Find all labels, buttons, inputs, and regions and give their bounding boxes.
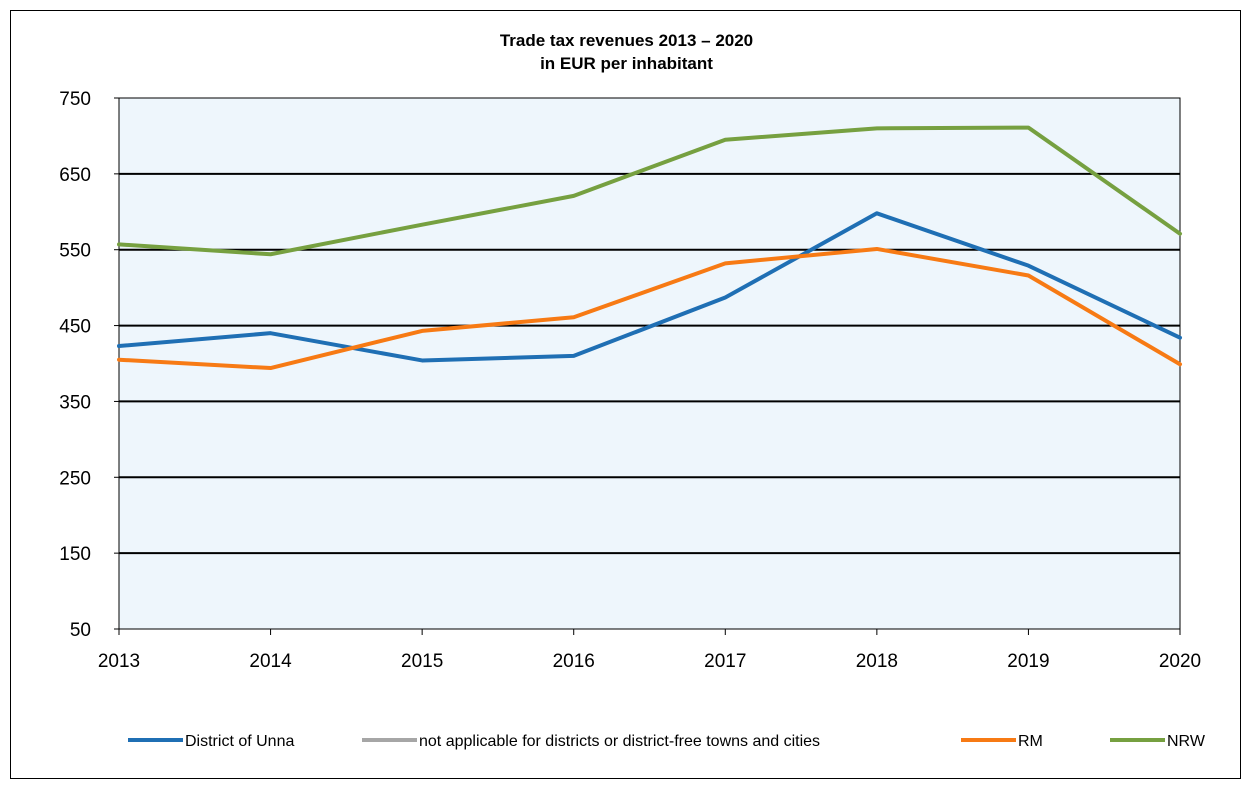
x-tick-label-2018: 2018 xyxy=(856,651,898,672)
y-tick-label-50: 50 xyxy=(70,620,91,641)
series-lines xyxy=(117,125,1182,371)
legend-label-2: RM xyxy=(1018,733,1043,750)
y-tick-label-250: 250 xyxy=(59,468,91,489)
legend-label-3: NRW xyxy=(1167,733,1206,750)
y-tick-label-550: 550 xyxy=(59,241,91,262)
x-tick-label-2017: 2017 xyxy=(704,651,746,672)
legend-label-0: District of Unna xyxy=(185,733,294,750)
x-tick-label-2019: 2019 xyxy=(1007,651,1049,672)
y-tick-label-150: 150 xyxy=(59,544,91,565)
x-axis: 2013 2014 2015 2016 2017 2018 2019 2020 xyxy=(98,629,1201,672)
y-tick-label-350: 350 xyxy=(59,392,91,413)
y-tick-label-650: 650 xyxy=(59,165,91,186)
x-tick-label-2013: 2013 xyxy=(98,651,140,672)
y-axis: 50 150 250 350 450 550 650 750 xyxy=(59,89,119,641)
y-tick-label-750: 750 xyxy=(59,89,91,110)
x-tick-label-2020: 2020 xyxy=(1159,651,1201,672)
x-tick-label-2015: 2015 xyxy=(401,651,443,672)
series-line-2 xyxy=(117,246,1182,371)
legend: District of Unna not applicable for distr… xyxy=(128,733,1206,750)
plot-area xyxy=(118,97,1181,630)
series-line-3 xyxy=(117,125,1182,257)
y-tick-label-450: 450 xyxy=(59,317,91,338)
x-tick-label-2016: 2016 xyxy=(553,651,595,672)
x-tick-label-2014: 2014 xyxy=(249,651,292,672)
series-line-0 xyxy=(117,211,1182,363)
legend-label-1: not applicable for districts or district… xyxy=(419,733,820,750)
chart-subtitle: in EUR per inhabitant xyxy=(540,54,713,73)
chart-title: Trade tax revenues 2013 – 2020 xyxy=(499,31,754,50)
